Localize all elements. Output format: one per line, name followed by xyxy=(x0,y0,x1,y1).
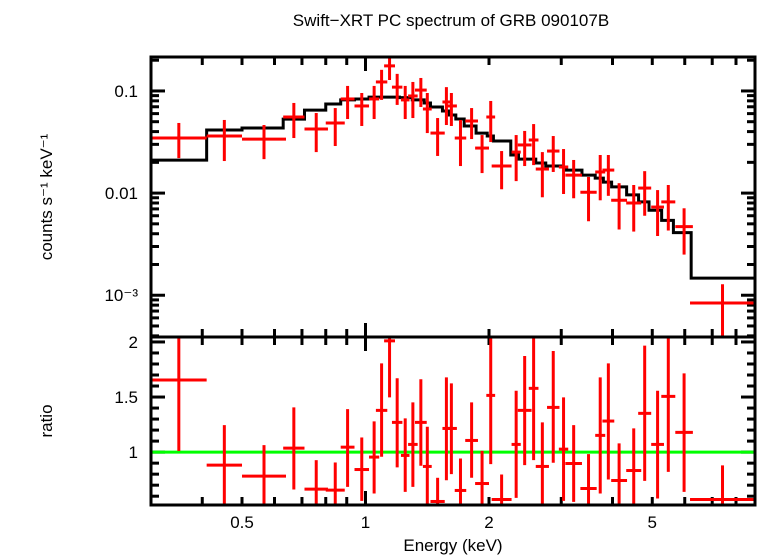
ratio-tick-label: 1.5 xyxy=(114,388,138,407)
data-point xyxy=(528,124,539,166)
data-point xyxy=(304,113,328,153)
ratio-point xyxy=(547,350,560,463)
data-point xyxy=(408,81,418,119)
y-tick-label: 10⁻³ xyxy=(104,286,138,305)
data-point xyxy=(354,92,370,126)
ratio-point xyxy=(206,425,243,505)
tick-labels: 0.5 1 2 5 0.1 0.01 10⁻³ 2 1.5 1 xyxy=(104,82,657,532)
ratio-point xyxy=(580,454,597,505)
y-tick-label: 0.1 xyxy=(114,82,138,101)
y-tick-label: 0.01 xyxy=(105,184,138,203)
ratio-point xyxy=(283,407,305,490)
data-point xyxy=(325,108,345,147)
data-point xyxy=(595,155,606,201)
data-point xyxy=(547,136,560,172)
ratio-tick-label: 1 xyxy=(129,443,138,462)
data-point xyxy=(475,135,490,174)
data-point xyxy=(491,151,512,190)
ratio-point xyxy=(151,337,207,452)
y-axis-label-top: counts s⁻¹ keV⁻¹ xyxy=(37,133,56,260)
data-point xyxy=(535,152,549,198)
ratio-point xyxy=(595,377,606,494)
data-point xyxy=(369,85,380,120)
ratio-point xyxy=(535,422,549,505)
ratio-frame xyxy=(149,335,757,507)
model-step-line xyxy=(151,95,755,280)
data-point xyxy=(465,108,478,140)
data-point xyxy=(486,100,496,143)
ratio-point xyxy=(340,409,355,487)
data-point xyxy=(675,208,693,255)
data-point xyxy=(384,57,396,81)
x-tick-label: 2 xyxy=(484,513,493,532)
axis-ticks xyxy=(149,57,755,505)
x-tick-label: 1 xyxy=(361,513,370,532)
data-point xyxy=(422,92,432,134)
data-point xyxy=(445,92,457,126)
ratio-point xyxy=(445,383,457,475)
data-point xyxy=(638,171,652,216)
data-point xyxy=(430,118,445,156)
ratio-point xyxy=(430,477,445,505)
data-point xyxy=(400,85,410,120)
ratio-point xyxy=(369,421,380,494)
ratio-point xyxy=(491,474,512,505)
ratio-point xyxy=(408,402,418,487)
data-point xyxy=(565,159,582,199)
data-point xyxy=(511,135,521,182)
ratio-point xyxy=(242,445,286,505)
ratio-point xyxy=(486,337,496,465)
ratio-point xyxy=(611,443,628,505)
ratio-point xyxy=(422,426,432,505)
data-point xyxy=(690,284,755,337)
ratio-point xyxy=(690,465,755,505)
data-point xyxy=(517,130,532,167)
data-point xyxy=(340,85,355,120)
data-point xyxy=(391,73,403,105)
ratio-point xyxy=(414,379,427,466)
x-tick-label: 5 xyxy=(648,513,657,532)
ratio-point xyxy=(638,345,652,481)
ratio-point xyxy=(465,402,478,478)
ratio-plot xyxy=(151,337,755,505)
data-point xyxy=(602,155,615,196)
data-point xyxy=(283,102,305,139)
ratio-point xyxy=(375,363,388,457)
data-point xyxy=(375,69,388,100)
ratio-point xyxy=(602,363,615,480)
ratio-tick-label: 2 xyxy=(129,333,138,352)
data-point xyxy=(151,122,207,159)
data-point xyxy=(206,119,243,162)
ratio-point xyxy=(517,355,532,466)
ratio-point xyxy=(626,428,642,505)
ratio-point xyxy=(391,378,403,468)
y-axis-label-ratio: ratio xyxy=(37,404,56,437)
x-tick-label: 0.5 xyxy=(230,513,254,532)
ratio-point xyxy=(384,337,396,398)
ratio-point xyxy=(528,337,539,461)
data-point xyxy=(626,185,642,232)
data-point xyxy=(454,119,467,167)
ratio-point xyxy=(675,373,693,492)
data-point xyxy=(580,176,597,222)
chart-title: Swift−XRT PC spectrum of GRB 090107B xyxy=(293,11,609,30)
data-point xyxy=(661,185,676,231)
ratio-point xyxy=(558,397,569,501)
data-point xyxy=(611,183,628,230)
spectrum-plot xyxy=(151,57,755,337)
ratio-point xyxy=(475,450,490,505)
x-axis-label: Energy (keV) xyxy=(403,536,502,555)
ratio-point xyxy=(651,390,664,499)
data-point xyxy=(414,77,427,107)
ratio-point xyxy=(565,425,582,502)
ratio-point xyxy=(511,390,521,498)
data-point xyxy=(242,125,286,160)
data-point xyxy=(651,190,664,237)
ratio-point xyxy=(354,437,370,501)
data-point xyxy=(558,149,569,194)
ratio-point xyxy=(400,418,410,492)
spectrum-frame xyxy=(149,55,757,339)
ratio-point xyxy=(661,337,676,472)
